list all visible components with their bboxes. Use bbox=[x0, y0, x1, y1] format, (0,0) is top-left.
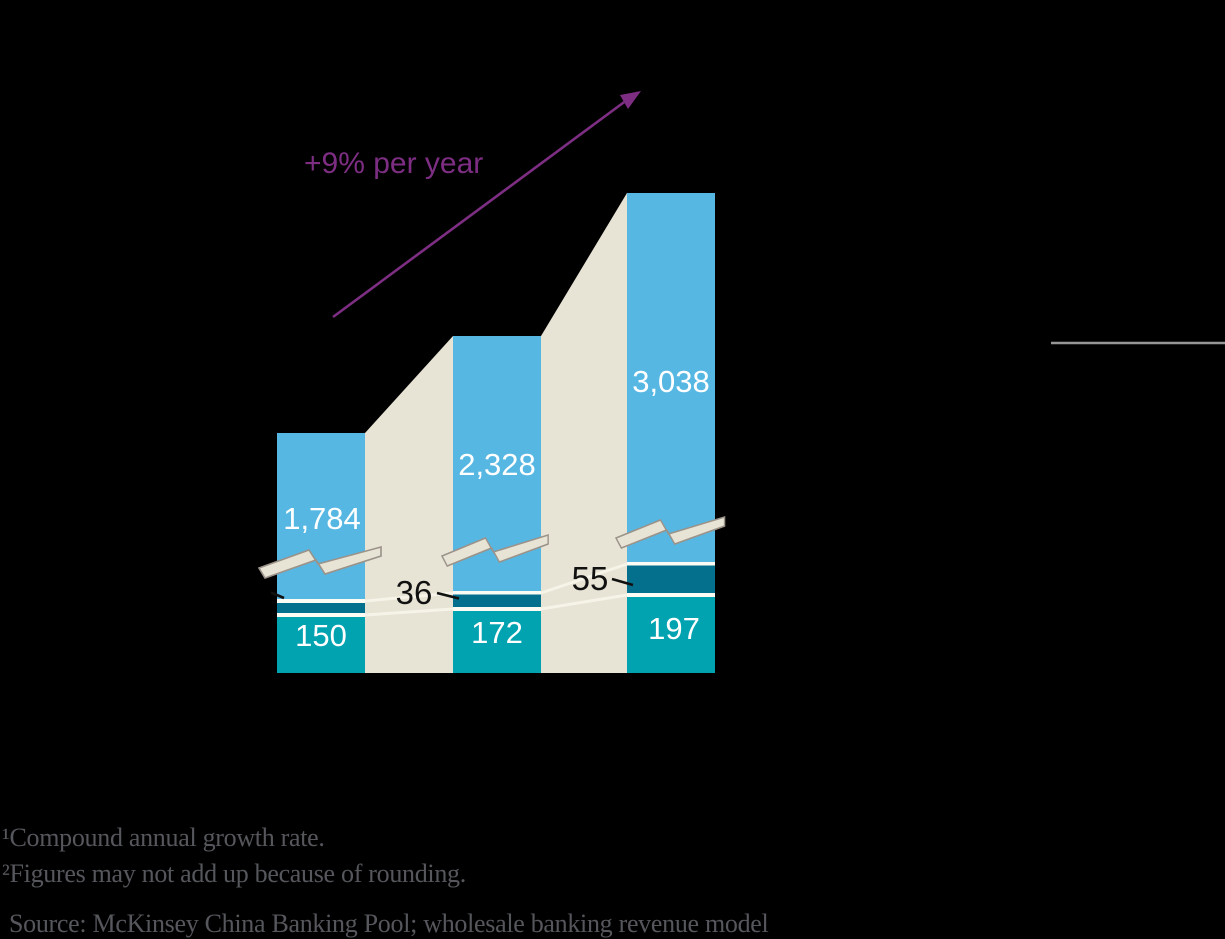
bar3-middle-callout-line bbox=[611, 577, 634, 587]
bar2-bottom-segment bbox=[453, 611, 541, 673]
bar1-top-value: 1,784 bbox=[283, 501, 361, 536]
axis-break-icon bbox=[440, 533, 549, 567]
bar2-bottom-value: 172 bbox=[471, 615, 523, 650]
bar2-middle-value: 36 bbox=[396, 574, 433, 611]
footnote-1: ¹Compound annual growth rate. bbox=[2, 823, 325, 852]
bar1-middle-segment bbox=[277, 603, 365, 613]
bar3-separator-lower bbox=[627, 593, 715, 597]
bar3-middle-segment bbox=[627, 565, 715, 593]
callout-lines bbox=[270, 577, 634, 600]
footnote-block: ¹Compound annual growth rate. ²Figures m… bbox=[2, 820, 769, 939]
bar3-middle-value: 55 bbox=[572, 560, 609, 597]
connector-line-2b bbox=[540, 593, 628, 611]
band-wedge-2 bbox=[541, 193, 627, 673]
axis-break-icon bbox=[257, 545, 382, 579]
connector-line-2a bbox=[540, 562, 628, 595]
bar2-top-value: 2,328 bbox=[458, 447, 536, 482]
bar1-separator-upper bbox=[277, 599, 365, 603]
bar2-separator-upper bbox=[453, 591, 541, 595]
bar3-bottom-value: 197 bbox=[648, 611, 700, 646]
growth-arrow-label: +9% per year bbox=[304, 147, 483, 180]
bar1-bottom-value: 150 bbox=[295, 618, 347, 653]
bar-group-3 bbox=[627, 193, 715, 673]
band-wedge-1 bbox=[365, 336, 453, 673]
source-line: Source: McKinsey China Banking Pool; who… bbox=[9, 909, 769, 938]
growth-arrow-line bbox=[332, 98, 628, 319]
bar3-top-segment bbox=[627, 193, 715, 562]
bar1-middle-callout-line bbox=[270, 591, 285, 600]
bar3-bottom-segment bbox=[627, 597, 715, 673]
axis-break-marks bbox=[257, 515, 726, 579]
bar-group-1 bbox=[277, 433, 365, 673]
bar3-top-value: 3,038 bbox=[632, 364, 710, 399]
bar2-middle-callout-line bbox=[436, 591, 460, 600]
connector-line-1b bbox=[364, 607, 454, 617]
growth-arrow-head-icon bbox=[620, 91, 641, 109]
segment-connector-lines bbox=[364, 562, 628, 617]
bar2-separator-lower bbox=[453, 607, 541, 611]
bar3-separator-upper bbox=[627, 562, 715, 566]
bar1-top-segment bbox=[277, 433, 365, 599]
bar1-bottom-segment bbox=[277, 617, 365, 673]
bar2-middle-segment bbox=[453, 594, 541, 607]
footnote-2: ²Figures may not add up because of round… bbox=[2, 859, 466, 888]
bar1-separator-lower bbox=[277, 613, 365, 617]
axis-break-icon bbox=[614, 515, 726, 549]
